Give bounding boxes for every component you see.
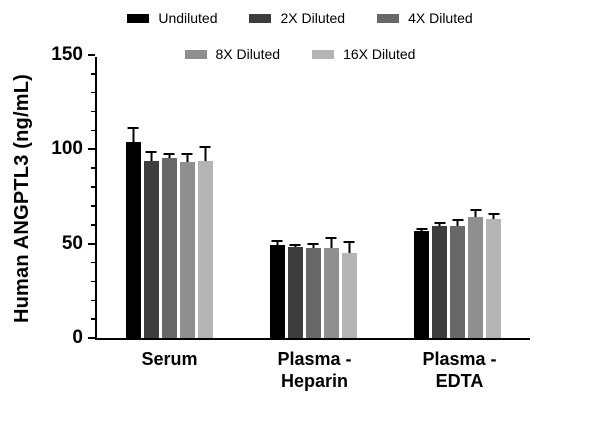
- error-bar: [127, 126, 139, 142]
- legend-swatch: [127, 13, 150, 23]
- y-axis-minor-tick: [91, 280, 95, 283]
- error-bar: [289, 243, 301, 248]
- y-axis-tick: [88, 148, 95, 151]
- y-axis-minor-tick: [91, 110, 95, 113]
- y-axis-tick: [88, 337, 95, 339]
- bar-4x-diluted: [305, 242, 321, 338]
- legend-label: 2X Diluted: [280, 10, 346, 26]
- y-axis-minor-tick: [91, 91, 95, 94]
- error-bar: [416, 227, 428, 232]
- y-axis-minor-tick: [91, 167, 95, 169]
- bar-group: [241, 57, 385, 338]
- y-axis-title-wrap: Human ANGPTL3 (ng/mL): [4, 57, 40, 340]
- y-axis-tick-label: 100: [51, 138, 83, 160]
- legend-row-2: 8X Diluted 16X Diluted: [184, 46, 415, 62]
- legend-swatch: [377, 13, 400, 23]
- bar-undiluted: [414, 227, 430, 338]
- y-axis-minor-tick: [91, 73, 95, 75]
- bar-2x-diluted: [143, 151, 159, 338]
- error-bar: [343, 240, 355, 254]
- legend-row-1: Undiluted 2X Diluted 4X Diluted: [127, 10, 473, 26]
- y-axis-minor-tick: [91, 261, 95, 264]
- bar-undiluted: [269, 239, 285, 338]
- y-axis-minor-tick: [91, 186, 95, 188]
- bar-groups: [97, 57, 530, 338]
- bar-16x-diluted: [486, 212, 502, 338]
- error-bar-line: [438, 221, 441, 226]
- legend-item: Undiluted: [127, 10, 217, 26]
- error-bar-line: [474, 208, 477, 218]
- error-bar: [163, 153, 175, 158]
- bar-2x-diluted: [287, 243, 303, 338]
- x-axis-label: Plasma - Heparin: [277, 349, 352, 391]
- bar-undiluted: [125, 126, 141, 338]
- error-bar: [325, 237, 337, 249]
- bar-group: [97, 57, 241, 338]
- legend-swatch: [184, 49, 207, 59]
- error-bar-line: [276, 239, 279, 245]
- y-axis-minor-tick: [91, 205, 95, 207]
- error-bar: [199, 145, 211, 161]
- bar-2x-diluted: [432, 221, 448, 338]
- bar-8x-diluted: [468, 208, 484, 338]
- y-axis-minor-tick: [91, 129, 95, 132]
- y-axis-tick-label: 150: [51, 44, 83, 65]
- error-bar-line: [150, 151, 153, 161]
- error-bar-line: [420, 227, 423, 232]
- error-bar: [181, 153, 193, 162]
- error-bar: [452, 219, 464, 226]
- legend-item: 4X Diluted: [377, 10, 473, 26]
- x-axis-label: Plasma - EDTA: [422, 349, 497, 391]
- error-bar-line: [294, 243, 297, 248]
- legend-item: 2X Diluted: [249, 10, 345, 26]
- y-axis-title: Human ANGPTL3 (ng/mL): [10, 73, 33, 323]
- error-bar-line: [348, 240, 351, 254]
- bar-4x-diluted: [161, 153, 177, 338]
- chart-legend: Undiluted 2X Diluted 4X Diluted 8X Diluted…: [0, 10, 600, 62]
- legend-item: 16X Diluted: [312, 46, 415, 62]
- legend-label: 16X Diluted: [343, 46, 416, 62]
- plot-area: 0 50 100 150: [51, 45, 530, 348]
- error-bar-line: [492, 212, 495, 220]
- legend-swatch: [312, 49, 335, 59]
- error-bar: [145, 151, 157, 161]
- error-bar: [470, 208, 482, 218]
- error-bar-line: [312, 242, 315, 249]
- error-bar: [307, 242, 319, 249]
- y-axis-tick-label: 0: [72, 327, 83, 348]
- bar-group: [386, 57, 530, 338]
- bar-4x-diluted: [450, 219, 466, 338]
- error-bar-line: [456, 219, 459, 226]
- error-bar-line: [168, 153, 171, 158]
- bar-16x-diluted: [341, 240, 357, 338]
- y-axis-minor-tick: [91, 224, 95, 226]
- bar-8x-diluted: [323, 237, 339, 338]
- bar-8x-diluted: [179, 153, 195, 338]
- bar-16x-diluted: [197, 145, 213, 338]
- legend-label: 8X Diluted: [215, 46, 281, 62]
- error-bar-line: [132, 126, 135, 142]
- x-axis-label: Serum: [141, 349, 198, 369]
- y-axis-minor-tick: [91, 299, 95, 302]
- error-bar: [434, 221, 446, 226]
- legend-label: 4X Diluted: [408, 10, 473, 26]
- x-axis-labels: Serum Plasma - Heparin Plasma - EDTA: [97, 348, 532, 392]
- y-axis-tick: [88, 242, 95, 245]
- legend-swatch: [249, 13, 272, 23]
- y-axis-minor-tick: [91, 318, 95, 320]
- error-bar-line: [186, 153, 189, 162]
- error-bar-line: [204, 145, 207, 161]
- y-axis-tick-label: 50: [61, 232, 83, 254]
- error-bar-line: [330, 237, 333, 249]
- y-axis-tick: [88, 54, 95, 56]
- error-bar: [271, 239, 283, 245]
- legend-item: 8X Diluted: [184, 46, 281, 62]
- legend-label: Undiluted: [158, 10, 218, 26]
- error-bar: [488, 212, 500, 220]
